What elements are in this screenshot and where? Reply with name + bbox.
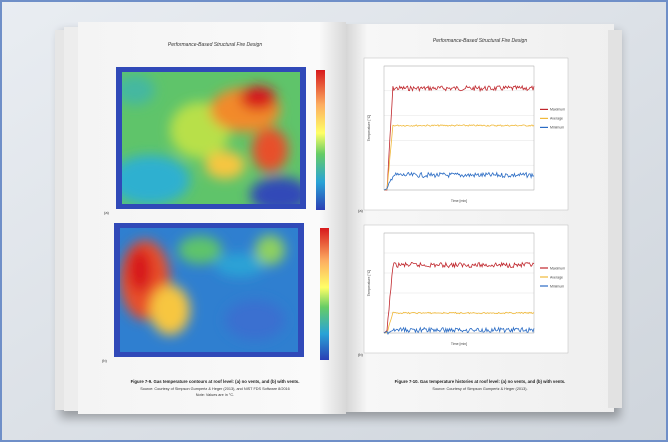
legend-label: Minimum [550, 284, 564, 288]
source: Source: Courtesy of Simpson Gumpertz & H… [140, 387, 290, 391]
heatmap [120, 228, 298, 352]
x-axis-label: Time [min] [451, 342, 467, 346]
trace [383, 326, 535, 335]
panel-label: (a) [358, 208, 364, 213]
trace [383, 311, 535, 334]
source: Source: Courtesy of Simpson Gumpertz & H… [432, 387, 527, 391]
caption: Figure 7-10. Gas temperature histories a… [395, 379, 566, 384]
legend-label: Maximum [550, 266, 565, 270]
chart-frame [363, 224, 569, 354]
header: Performance-Based Structural Fire Design [433, 38, 527, 44]
y-axis-label: Temperature [°C] [367, 115, 371, 142]
plot-area [383, 65, 535, 191]
x-axis-label: Time [min] [451, 199, 467, 203]
chart-frame [363, 57, 569, 211]
legend-label: Maximum [550, 108, 565, 112]
header: Performance-Based Structural Fire Design [168, 42, 262, 48]
caption: Figure 7-9. Gas temperature contours at … [131, 379, 300, 384]
panel-label: (b) [102, 358, 108, 363]
legend-label: Average [550, 117, 563, 121]
trace [383, 124, 535, 191]
panel-label: (a) [104, 210, 110, 215]
trace [384, 84, 535, 191]
y-axis-label: Temperature [°C] [367, 270, 371, 297]
heatmap [122, 72, 300, 204]
trace [383, 261, 535, 334]
plot-area [383, 232, 535, 334]
trace [383, 171, 535, 191]
legend-label: Minimum [550, 126, 564, 130]
panel-label: (b) [358, 352, 364, 357]
legend-label: Average [550, 275, 563, 279]
note: Note: Values are in °C. [196, 393, 234, 397]
